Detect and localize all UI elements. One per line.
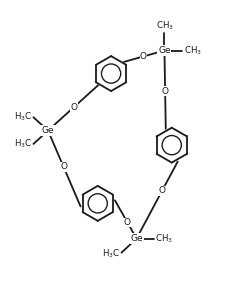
Text: O: O <box>140 52 147 61</box>
Text: O: O <box>159 186 166 195</box>
Text: CH$_3$: CH$_3$ <box>184 44 202 57</box>
Text: O: O <box>162 87 169 96</box>
Text: Ge: Ge <box>130 234 143 243</box>
Text: CH$_3$: CH$_3$ <box>155 232 173 245</box>
Text: O: O <box>60 162 67 171</box>
Text: H$_3$C: H$_3$C <box>102 248 120 260</box>
Text: H$_3$C: H$_3$C <box>14 111 32 123</box>
Text: O: O <box>71 102 78 112</box>
Text: Ge: Ge <box>42 126 54 135</box>
Text: Ge: Ge <box>158 46 171 55</box>
Text: CH$_3$: CH$_3$ <box>155 19 173 32</box>
Text: H$_3$C: H$_3$C <box>14 138 32 150</box>
Text: O: O <box>124 218 131 227</box>
